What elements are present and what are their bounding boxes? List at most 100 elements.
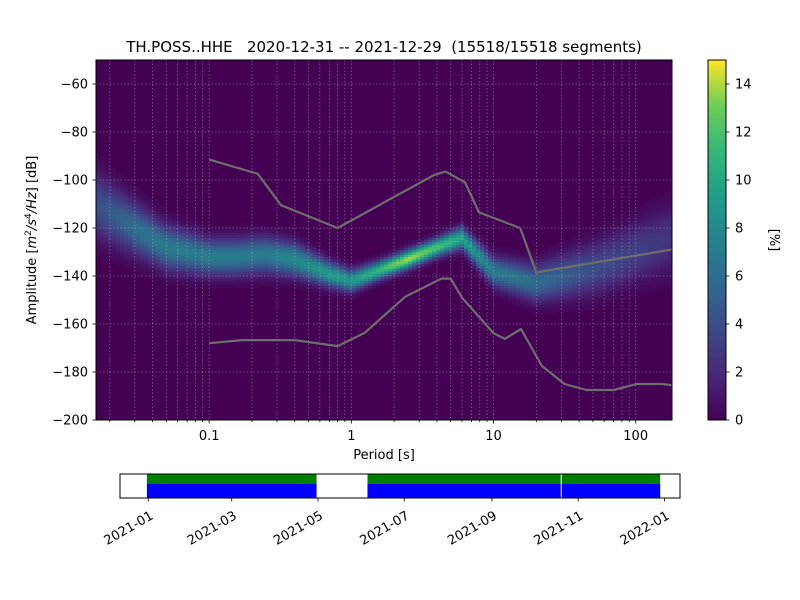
heatmap-cell [540, 304, 545, 308]
heatmap-cell [216, 230, 221, 234]
heatmap-cell [264, 276, 269, 279]
heatmap-cell [424, 264, 429, 267]
heatmap-cell [380, 268, 385, 272]
heatmap-cell [180, 228, 185, 231]
heatmap-cell [520, 278, 525, 282]
heatmap-cell [404, 247, 409, 250]
heatmap-cell [452, 249, 457, 253]
heatmap-cell [280, 230, 285, 234]
heatmap-cell [280, 247, 285, 250]
heatmap-cell [512, 283, 517, 286]
heatmap-cell [456, 247, 461, 250]
heatmap-cell [120, 237, 125, 241]
heatmap-cell [312, 280, 317, 284]
heatmap-cell [180, 278, 185, 282]
heatmap-cell [228, 268, 233, 272]
heatmap-cell [668, 271, 672, 274]
heatmap-cell [604, 232, 609, 236]
timeline-frame [119, 473, 681, 499]
heatmap-cell [96, 156, 101, 159]
heatmap-cell [316, 254, 321, 258]
heatmap-cell [636, 211, 641, 214]
heatmap-cell [348, 259, 353, 262]
heatmap-cell [636, 283, 641, 286]
heatmap-cell [128, 204, 133, 207]
heatmap-cell [100, 228, 105, 231]
heatmap-cell [296, 280, 301, 284]
heatmap-cell [604, 304, 609, 308]
heatmap-cell [608, 254, 613, 258]
heatmap-cell [220, 235, 225, 238]
heatmap-cell [484, 285, 489, 289]
heatmap-cell [316, 271, 321, 274]
heatmap-cell [512, 292, 517, 296]
heatmap-cell [268, 273, 273, 277]
heatmap-cell [140, 216, 145, 219]
heatmap-cell [348, 283, 353, 286]
heatmap-cell [148, 204, 153, 207]
heatmap-cell [668, 206, 672, 210]
heatmap-cell [124, 235, 129, 238]
heatmap-cell [476, 264, 481, 267]
heatmap-cell [592, 273, 597, 277]
heatmap-cell [276, 244, 281, 248]
heatmap-cell [428, 249, 433, 253]
heatmap-cell [616, 288, 621, 291]
heatmap-cell [196, 273, 201, 277]
heatmap-cell [120, 247, 125, 250]
heatmap-cell [652, 216, 657, 219]
heatmap-cell [572, 237, 577, 241]
heatmap-cell [564, 252, 569, 255]
heatmap-cell [628, 228, 633, 231]
heatmap-cell [512, 254, 517, 258]
heatmap-cell [116, 206, 121, 210]
heatmap-cell [640, 244, 645, 248]
heatmap-cell [588, 259, 593, 262]
heatmap-cell [660, 242, 665, 246]
chart-title: TH.POSS..HHE 2020-12-31 -- 2021-12-29 (1… [125, 38, 642, 56]
heatmap-cell [596, 285, 601, 289]
heatmap-cell [124, 208, 129, 212]
heatmap-cell [500, 264, 505, 267]
heatmap-cell [544, 254, 549, 258]
heatmap-cell [656, 276, 661, 279]
timeline-ticks: 2021-01 2021-03 2021-05 2021-07 2021-09 2021-… [102, 498, 672, 549]
heatmap-cell [220, 271, 225, 274]
heatmap-cell [280, 228, 285, 231]
heatmap-cell [476, 249, 481, 253]
heatmap-cell [300, 273, 305, 277]
heatmap-cell [120, 249, 125, 253]
heatmap-cell [408, 240, 413, 243]
heatmap-cell [400, 268, 405, 272]
heatmap-cell [664, 194, 669, 198]
heatmap-cell [172, 268, 177, 272]
heatmap-cell [552, 312, 557, 315]
heatmap-cell [116, 264, 121, 267]
heatmap-cell [640, 235, 645, 238]
heatmap-cell [644, 201, 649, 205]
heatmap-cell [600, 228, 605, 231]
heatmap-cell [580, 300, 585, 303]
heatmap-cell [492, 247, 497, 250]
heatmap-cell [488, 266, 493, 270]
heatmap-cell [140, 201, 145, 205]
heatmap-cell [556, 273, 561, 277]
heatmap-cell [644, 230, 649, 234]
heatmap-cell [536, 261, 541, 265]
heatmap-cell [164, 264, 169, 267]
heatmap-cell [228, 285, 233, 289]
heatmap-cell [272, 235, 277, 238]
heatmap-cell [188, 220, 193, 224]
heatmap-cell [644, 249, 649, 253]
heatmap-cell [188, 242, 193, 246]
heatmap-cell [340, 295, 345, 298]
heatmap-cell [228, 247, 233, 250]
heatmap-cell [492, 271, 497, 274]
heatmap-cell [204, 249, 209, 253]
heatmap-cell [184, 244, 189, 248]
heatmap-cell [160, 256, 165, 260]
heatmap-cell [212, 273, 217, 277]
heatmap-cell [192, 220, 197, 224]
y-tick-label: −200 [52, 414, 88, 429]
heatmap-cell [564, 242, 569, 246]
